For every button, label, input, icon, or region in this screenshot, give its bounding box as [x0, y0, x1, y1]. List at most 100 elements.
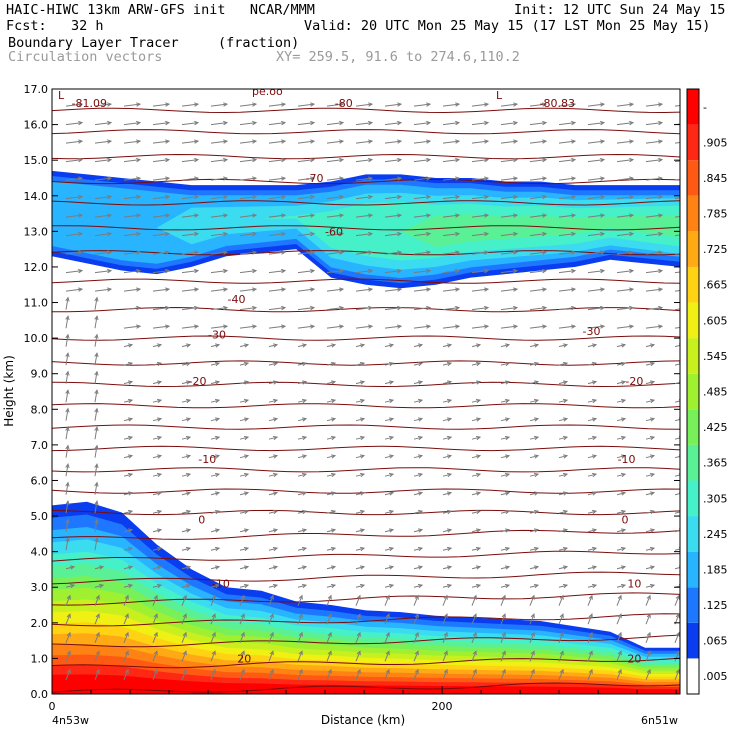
vector-head [501, 668, 506, 674]
vector-arrow [181, 307, 199, 311]
vector-head [127, 509, 134, 515]
vector-arrow [326, 399, 336, 403]
vector-head [310, 120, 316, 126]
vector-arrow [123, 233, 141, 237]
vector-head [617, 668, 622, 674]
vector-head [533, 343, 540, 348]
vector-head [397, 157, 403, 163]
vector-arrow [123, 669, 129, 680]
vector-arrow [645, 103, 663, 107]
vector-arrow [587, 595, 593, 606]
vector-head [66, 631, 71, 637]
vector-head [414, 668, 419, 674]
vector-head [542, 305, 548, 311]
vector-arrow [413, 584, 423, 588]
vector-head [533, 361, 540, 367]
vector-head [484, 268, 490, 274]
vector-arrow [587, 566, 597, 570]
vector-head [330, 528, 337, 533]
vector-arrow [529, 103, 547, 107]
vector-arrow [587, 307, 605, 311]
vector-arrow [471, 651, 477, 662]
vector-head [211, 668, 216, 674]
vector-head [65, 426, 70, 432]
vector-head [501, 594, 506, 600]
vector-arrow [471, 492, 481, 496]
vector-head [504, 491, 511, 496]
vector-arrow [558, 510, 568, 514]
vector-arrow [239, 159, 257, 163]
vector-arrow [239, 362, 249, 366]
vector-arrow [471, 584, 481, 588]
vector-arrow [442, 651, 448, 662]
vector-head [504, 361, 511, 367]
vector-arrow [442, 566, 452, 570]
vector-head [588, 650, 593, 656]
vector-head [194, 157, 200, 163]
vector-arrow [239, 669, 245, 680]
vector-arrow [471, 669, 477, 680]
vector-arrow [645, 270, 663, 274]
vector-head [472, 631, 477, 637]
vector-arrow [384, 584, 394, 588]
isotherm-label: -80.83 [540, 97, 575, 110]
vector-arrow [674, 290, 680, 292]
vector-arrow [645, 492, 655, 496]
vector-arrow [616, 614, 622, 625]
vector-arrow [674, 474, 680, 477]
vector-arrow [326, 651, 332, 662]
vector-arrow [500, 584, 510, 588]
vector-head [165, 268, 171, 274]
vector-arrow [645, 362, 655, 366]
vector-head [185, 454, 192, 459]
vector-arrow [94, 519, 98, 532]
vector-head [397, 194, 403, 200]
vector-arrow [355, 122, 373, 126]
vector-head [571, 194, 577, 200]
vector-arrow [152, 196, 170, 200]
vector-arrow [384, 177, 402, 181]
isotherm-line [52, 613, 680, 627]
vector-arrow [500, 418, 510, 422]
vector-arrow [181, 140, 199, 144]
colorbar-swatch [687, 89, 699, 125]
vector-head [385, 650, 390, 656]
vector-arrow [181, 651, 187, 662]
x-tick-label: 200 [432, 700, 453, 713]
vector-head [127, 343, 134, 348]
vector-arrow [65, 233, 83, 237]
vector-arrow [616, 632, 622, 643]
vector-arrow [210, 473, 220, 477]
vector-head [66, 668, 71, 674]
vector-head [475, 509, 482, 515]
vector-head [591, 583, 598, 589]
isotherm-labels: -81.09 -80 -80.83-70-60-40-30 -30-20 -20-10-… [58, 85, 643, 665]
vector-head [223, 213, 229, 218]
vector-head [194, 213, 200, 218]
vector-arrow [326, 669, 332, 680]
vector-head [269, 613, 274, 619]
vector-arrow [471, 455, 481, 459]
vector-head [194, 324, 200, 329]
vector-head [156, 528, 163, 533]
vector-arrow [529, 251, 547, 255]
vector-head [368, 213, 374, 218]
vector-head [240, 668, 245, 674]
vector-arrow [152, 614, 158, 625]
vector-arrow [297, 362, 307, 366]
vector-arrow [326, 566, 336, 570]
vector-arrow [268, 669, 274, 680]
vector-arrow [355, 669, 361, 680]
vector-head [185, 398, 192, 404]
vector-head [658, 176, 664, 181]
vector-arrow [210, 632, 216, 643]
vector-head [530, 613, 535, 619]
vector-head [368, 287, 374, 292]
vector-arrow [210, 529, 220, 533]
vector-head [272, 380, 279, 385]
vector-head [156, 435, 163, 441]
vector-head [78, 102, 84, 107]
vector-head [156, 454, 163, 459]
vector-arrow [674, 271, 680, 274]
y-axis-title: Height (km) [2, 355, 16, 426]
